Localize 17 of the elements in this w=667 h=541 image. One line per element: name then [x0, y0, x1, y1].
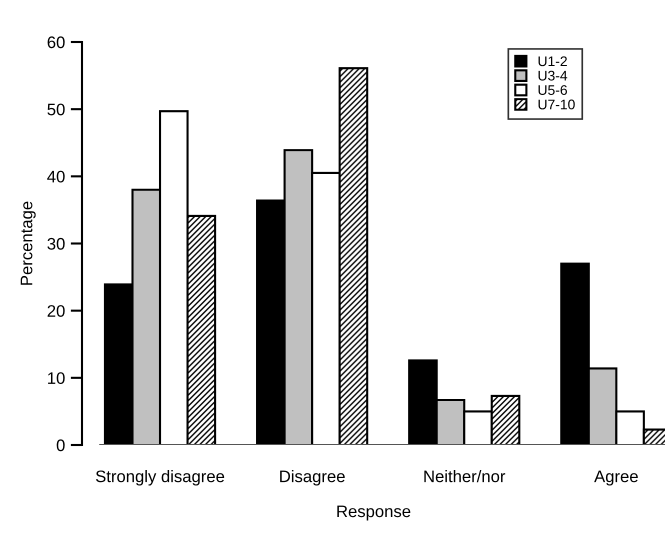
- y-tick-label: 50: [47, 104, 65, 116]
- y-tick-label: 30: [47, 238, 65, 250]
- x-tick-label: Neither/nor: [424, 470, 506, 482]
- legend-label: U5-6: [538, 85, 567, 95]
- y-tick-label: 40: [47, 170, 65, 183]
- legend-label: U1-2: [538, 56, 567, 66]
- y-tick-label: 60: [48, 36, 65, 48]
- x-axis-title: Response: [337, 506, 410, 521]
- y-tick-label: 0: [56, 439, 65, 452]
- y-axis-title: Percentage: [20, 202, 36, 285]
- legend-label: U7-10: [538, 100, 575, 110]
- x-tick-label: Disagree: [280, 470, 345, 486]
- y-tick-label: 10: [48, 372, 65, 384]
- x-tick-label: Strongly disagree: [96, 470, 224, 486]
- x-tick-label: Agree: [594, 470, 638, 486]
- y-tick-label: 20: [48, 305, 65, 317]
- legend-label: U3-4: [538, 70, 568, 81]
